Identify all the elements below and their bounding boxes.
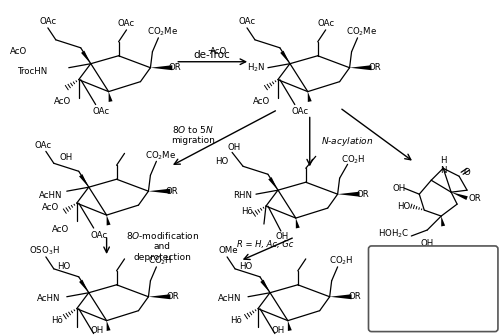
Text: AcHN: AcHN (39, 191, 62, 200)
Text: de-Troc: de-Troc (194, 50, 230, 60)
Polygon shape (108, 92, 112, 102)
Text: Troc: Troc (422, 256, 444, 266)
Text: OR: OR (169, 63, 181, 72)
Text: O: O (412, 308, 418, 317)
Polygon shape (79, 174, 88, 187)
Text: CO$_2$Me: CO$_2$Me (346, 26, 377, 38)
Text: AcHN: AcHN (37, 294, 60, 303)
Polygon shape (260, 280, 270, 293)
Text: HO: HO (240, 262, 252, 271)
Text: O: O (396, 279, 402, 288)
Text: OAc: OAc (40, 17, 56, 27)
Polygon shape (441, 216, 445, 226)
Text: OH: OH (275, 233, 288, 242)
Text: Hŏ: Hŏ (51, 316, 62, 325)
Text: CO$_2$H: CO$_2$H (148, 255, 172, 267)
Text: O: O (410, 309, 416, 318)
Text: OAc: OAc (90, 230, 107, 240)
Text: 8$O$ to 5$N$
migration: 8$O$ to 5$N$ migration (172, 124, 215, 145)
Polygon shape (150, 65, 172, 70)
Text: CO$_2$Me: CO$_2$Me (146, 26, 178, 38)
Text: OAc: OAc (118, 19, 135, 29)
FancyBboxPatch shape (368, 246, 498, 332)
Text: AcO: AcO (210, 47, 227, 56)
Text: 8$O$-modification
and
deprotection: 8$O$-modification and deprotection (126, 230, 199, 262)
Text: H$_2$N: H$_2$N (247, 61, 265, 74)
Text: OR: OR (166, 187, 178, 196)
Polygon shape (338, 192, 359, 197)
Polygon shape (79, 280, 88, 293)
Text: HOH$_2$C: HOH$_2$C (378, 228, 409, 240)
Text: OR: OR (356, 190, 369, 199)
Polygon shape (106, 215, 110, 225)
Text: AcO: AcO (254, 97, 270, 106)
Text: OR: OR (348, 292, 361, 301)
Text: CO$_2$H: CO$_2$H (330, 255, 354, 267)
Text: OAc: OAc (291, 107, 308, 116)
Polygon shape (148, 294, 171, 299)
Polygon shape (451, 192, 468, 200)
Text: Hŏ: Hŏ (241, 207, 253, 216)
Text: OR: OR (468, 194, 481, 203)
Text: O: O (464, 168, 470, 177)
Text: OR: OR (368, 63, 381, 72)
Text: HO: HO (216, 157, 228, 166)
Polygon shape (148, 189, 171, 194)
Text: Cl: Cl (387, 314, 396, 323)
Polygon shape (350, 65, 372, 70)
Text: N: N (440, 166, 446, 175)
Text: OMe: OMe (218, 246, 238, 255)
Text: Cl: Cl (455, 304, 464, 313)
Text: CCl$_3$: CCl$_3$ (432, 297, 451, 310)
Text: OAc: OAc (238, 17, 256, 27)
Text: OAc: OAc (92, 107, 109, 116)
Text: OAc: OAc (34, 141, 51, 150)
Text: HO: HO (57, 262, 70, 271)
Polygon shape (288, 321, 292, 331)
Text: Cl: Cl (445, 311, 454, 320)
Text: AcHN: AcHN (218, 294, 242, 303)
Text: OH: OH (272, 326, 284, 335)
Polygon shape (81, 51, 90, 64)
Text: OSO$_3$H: OSO$_3$H (30, 245, 60, 257)
Text: OAc: OAc (317, 19, 334, 29)
Polygon shape (268, 177, 278, 190)
Text: OH: OH (90, 326, 104, 335)
Polygon shape (296, 218, 300, 228)
Text: H: H (440, 156, 446, 165)
Text: TrocHN: TrocHN (18, 67, 48, 76)
Text: OH: OH (392, 184, 406, 193)
Text: $N$-acylation: $N$-acylation (322, 135, 374, 148)
Polygon shape (308, 92, 312, 102)
Text: R = H, Ac, Gc: R = H, Ac, Gc (236, 241, 293, 249)
Text: O: O (392, 286, 399, 295)
Text: OH: OH (420, 240, 434, 248)
Text: CCl: CCl (447, 296, 462, 305)
Text: OH: OH (228, 143, 240, 152)
Text: RHN: RHN (234, 191, 252, 200)
Text: Hŏ: Hŏ (230, 316, 242, 325)
Text: CO$_2$Me: CO$_2$Me (144, 149, 176, 162)
Text: AcO: AcO (52, 224, 70, 234)
Text: OH: OH (59, 153, 72, 162)
Polygon shape (280, 51, 290, 64)
Polygon shape (106, 321, 110, 331)
Text: AcO: AcO (54, 97, 72, 106)
Text: OR: OR (167, 292, 179, 301)
Text: HO: HO (396, 202, 410, 211)
Text: AcO: AcO (10, 47, 28, 56)
Polygon shape (330, 294, 351, 299)
Text: AcO: AcO (42, 203, 60, 212)
Text: CO$_2$H: CO$_2$H (342, 153, 366, 166)
